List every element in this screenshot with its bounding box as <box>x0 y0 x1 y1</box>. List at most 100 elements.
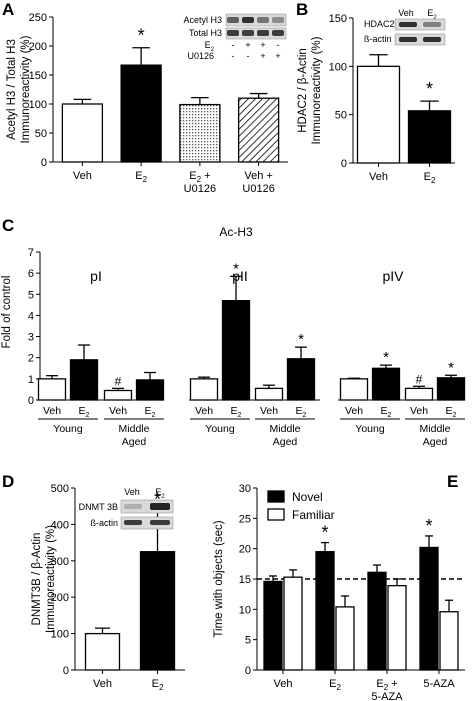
panel-d-y-tick-label: 100 <box>51 629 69 641</box>
blot-condition-mark: - <box>277 40 280 50</box>
blot-band <box>257 17 269 23</box>
blot-lane-label: E2 <box>427 8 437 21</box>
significance-mark: * <box>298 331 304 348</box>
significance-mark: * <box>383 349 389 366</box>
blot-condition-label-text: U0126 <box>187 51 214 61</box>
x-category-plus: + <box>201 170 210 182</box>
panel-c-y-tick-label: 7 <box>28 247 34 259</box>
blot-lane-label: E2 <box>155 487 165 500</box>
blot-lane-label-text: Veh <box>124 487 140 497</box>
blot-lane-label-text: E <box>155 487 161 497</box>
significance-mark: * <box>321 523 328 543</box>
panel-c-y-tick-label: 1 <box>28 374 34 386</box>
blot-condition-mark: + <box>275 51 280 61</box>
panel-c-y-tick-label: 3 <box>28 332 34 344</box>
bar-label: Veh <box>43 405 61 417</box>
panel-e-y-tick-label: 25 <box>239 513 251 525</box>
bar-label: E2 <box>296 405 307 419</box>
bar <box>371 367 401 401</box>
age-group-label-line2: Aged <box>122 436 147 448</box>
x-category-label-line2: U0126 <box>242 183 274 195</box>
significance-mark: * <box>426 79 433 99</box>
blot-band <box>272 30 284 36</box>
bar <box>356 65 401 164</box>
x-category-label: Veh <box>93 678 112 690</box>
age-group-label: Young <box>205 423 235 435</box>
blot-band <box>272 17 284 23</box>
panel-letter-c: C <box>2 216 14 235</box>
legend-swatch <box>267 490 285 503</box>
panel-a-y-tick-label: 250 <box>29 12 47 24</box>
x-category-label-subscript: 2 <box>384 683 389 692</box>
bar-label-text: E <box>296 405 303 417</box>
blot-band <box>124 504 142 509</box>
panel-e-y-tick-label: 5 <box>245 635 251 647</box>
bar-label-text: Veh <box>410 405 428 417</box>
chart-title: Ac-H3 <box>219 225 253 239</box>
group-name: pI <box>90 268 102 284</box>
bar <box>179 103 221 163</box>
x-category-label-text: Veh <box>274 678 293 690</box>
age-group-label: Middle <box>270 423 301 435</box>
bar <box>221 299 251 401</box>
age-group-label-line2: Aged <box>273 436 298 448</box>
panel-b-y-tick-label: 150 <box>329 13 347 25</box>
significance-mark: * <box>154 490 161 510</box>
bar-label-text: E <box>79 405 86 417</box>
x-category-label: 5-AZA <box>423 678 455 690</box>
panel-d-y-tick-label: 200 <box>51 592 69 604</box>
x-category-label-text: E <box>189 170 196 182</box>
x-category-label-text: E <box>329 678 336 690</box>
bar <box>103 389 133 401</box>
blot-lane-label-subscript: 2 <box>161 494 165 500</box>
blot-band <box>399 37 417 42</box>
bar-label-text: Veh <box>345 405 363 417</box>
blot-condition-mark: + <box>245 40 250 50</box>
panel-letter-b: B <box>296 0 308 19</box>
significance-mark: * <box>233 260 239 277</box>
x-category-label-text: Veh <box>73 170 92 182</box>
panel-d-y-tick-label: 500 <box>51 483 69 495</box>
age-group-label-line2: Aged <box>423 436 448 448</box>
x-category-label: E2 <box>135 170 147 184</box>
significance-mark: * <box>425 516 432 536</box>
bar <box>61 103 104 163</box>
blot-strip <box>225 13 287 27</box>
x-category-label-subscript: 2 <box>143 175 148 184</box>
blot-band <box>150 520 170 525</box>
panel-e-y-tick-label: 20 <box>239 544 251 556</box>
legend-label: Novel <box>292 490 323 504</box>
panel-letter-d: D <box>2 472 14 491</box>
panel-a-y-tick-label: 150 <box>29 70 47 82</box>
bar-label-text: E <box>145 405 152 417</box>
y-axis-label: DNMT3B / β-Actin <box>31 533 43 626</box>
bar-label-text: Veh <box>195 405 213 417</box>
y-axis-label: HDAC2 / β-Actin <box>297 48 309 133</box>
legend-swatch <box>267 508 285 521</box>
bar-novel <box>263 580 283 671</box>
bar-label-text: E <box>231 405 238 417</box>
panel-e-y-tick-label: 15 <box>239 574 251 586</box>
bar <box>139 551 176 671</box>
bar-label: Veh <box>345 405 363 417</box>
blot-condition-label: U0126 <box>187 51 214 61</box>
blot-row-label: ß-actin <box>364 34 392 44</box>
blot-strip <box>225 27 287 40</box>
blot-band <box>399 22 417 27</box>
panel-c-y-tick-label: 5 <box>28 289 34 301</box>
panel-b-y-tick-label: 100 <box>329 61 347 73</box>
panel-letter-a: A <box>2 0 14 19</box>
y-axis-label: Acetyl H3 / Total H3 <box>6 39 18 140</box>
bar <box>189 378 219 401</box>
panel-b-y-tick-label: 50 <box>335 110 347 122</box>
blot-condition-mark: - <box>232 40 235 50</box>
bar-label: E2 <box>231 405 242 419</box>
blot-lane-label: Veh <box>124 487 140 497</box>
y-axis-label-line2: Immunoreactivity (%) <box>311 36 323 144</box>
bar-label-text: Veh <box>260 405 278 417</box>
significance-mark: # <box>115 374 122 388</box>
blot-band <box>257 30 269 36</box>
x-category-label-text: Veh + <box>244 170 272 182</box>
